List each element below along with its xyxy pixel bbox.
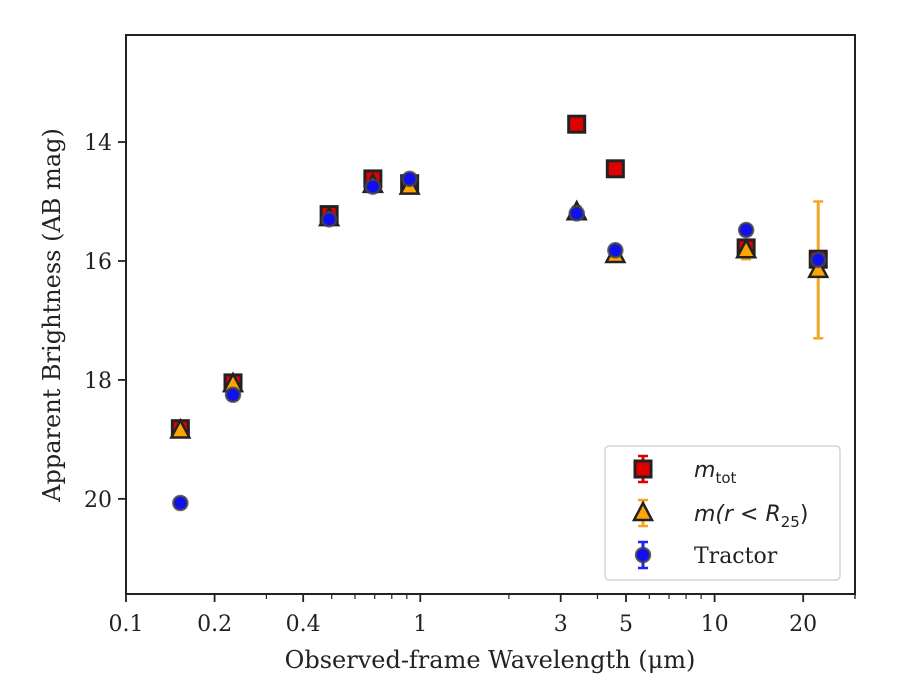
data-point-circle	[224, 386, 242, 404]
legend-marker-square	[633, 459, 653, 479]
x-axis-label: Observed-frame Wavelength (μm)	[285, 646, 696, 674]
data-point-circle	[172, 494, 189, 512]
plot-frame	[125, 34, 856, 595]
x-tick-label: 3	[554, 612, 568, 637]
series-triangle	[169, 172, 830, 439]
legend-entry: Tractor	[634, 540, 778, 570]
legend-label: m(r < R25)	[694, 502, 808, 531]
x-axis-ticks: 0.1 0.2 0.4 1 3 5 10 20	[109, 594, 856, 637]
series-circle	[172, 170, 827, 512]
legend-marker-circle	[634, 546, 652, 564]
x-tick-label: 0.1	[109, 612, 144, 637]
x-tick-label: 10	[701, 612, 729, 637]
legend: mtot m(r < R25) Tractor	[604, 445, 841, 581]
data-point-circle	[737, 221, 755, 239]
legend-entry: mtot	[633, 454, 736, 487]
x-tick-label: 20	[789, 612, 817, 637]
y-tick-label: 20	[84, 488, 112, 513]
y-tick-label: 14	[84, 131, 112, 156]
marker-layer	[169, 114, 830, 512]
data-point-circle	[320, 211, 338, 228]
data-point-circle	[568, 205, 585, 222]
legend-label: mtot	[694, 458, 736, 487]
data-point-circle	[809, 251, 827, 269]
legend-entries: mtot m(r < R25) Tractor	[631, 454, 808, 570]
legend-marker-triangle	[631, 500, 655, 522]
series-square	[170, 114, 828, 439]
legend-box	[604, 445, 841, 581]
x-tick-label: 1	[413, 612, 427, 637]
data-point-triangle	[807, 257, 830, 279]
legend-label: Tractor	[694, 544, 778, 569]
y-axis-ticks: 14 16 18 20	[84, 131, 126, 513]
x-tick-label: 0.2	[197, 612, 232, 637]
y-tick-label: 18	[84, 369, 112, 394]
data-point-circle	[401, 170, 418, 188]
data-point-circle	[607, 242, 624, 259]
data-point-triangle	[169, 417, 192, 439]
legend-entry: m(r < R25)	[631, 498, 808, 531]
x-tick-label: 5	[619, 612, 633, 637]
data-point-square	[567, 114, 587, 134]
y-axis-label: Apparent Brightness (AB mag)	[38, 128, 66, 503]
data-point-circle	[364, 178, 382, 195]
y-tick-label: 16	[84, 250, 112, 275]
data-point-triangle	[735, 237, 758, 259]
x-tick-label: 0.4	[286, 612, 321, 637]
data-point-square	[605, 159, 625, 179]
